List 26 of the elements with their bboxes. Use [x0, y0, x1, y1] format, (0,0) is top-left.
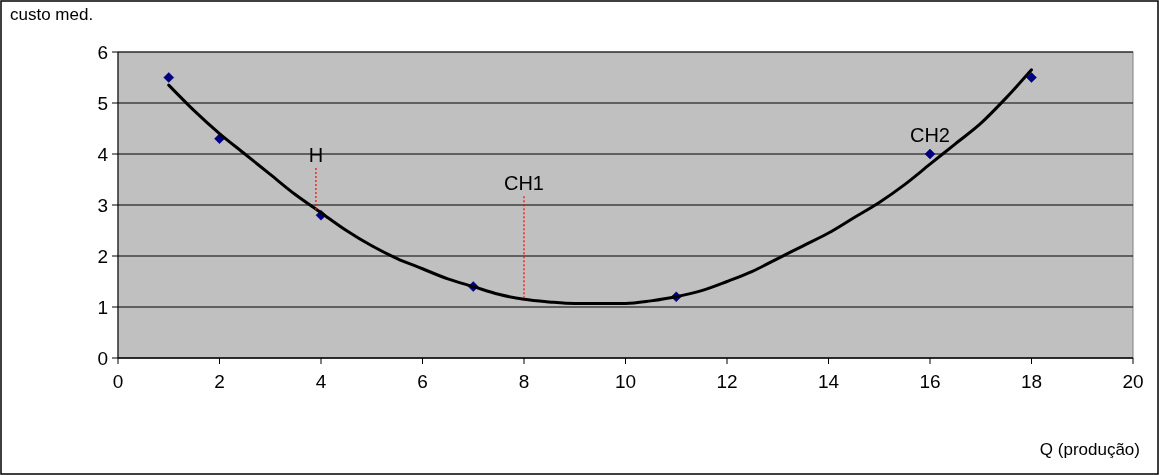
x-tick-label: 6 — [417, 371, 428, 392]
y-tick-label: 5 — [97, 92, 108, 114]
annotation: CH2 — [909, 124, 951, 146]
x-tick-label: 8 — [518, 371, 530, 392]
y-tick-label: 6 — [97, 41, 108, 63]
y-tick-label: 3 — [97, 194, 108, 216]
x-tick-label: 0 — [112, 371, 124, 392]
y-tick-label: 1 — [97, 296, 108, 318]
annotation: H — [308, 144, 324, 167]
x-tick-label: 14 — [817, 371, 840, 392]
x-tick-label: 2 — [214, 371, 225, 392]
y-tick-label: 0 — [97, 347, 108, 369]
x-tick-label: 20 — [1122, 371, 1144, 392]
point — [924, 148, 936, 160]
y-tick-label: 4 — [97, 143, 109, 165]
y-axis-title: custo med. — [10, 5, 94, 24]
x-axis-title: Q (produção) — [1039, 440, 1140, 459]
point — [163, 72, 174, 83]
x-tick-label: 4 — [315, 371, 327, 392]
point — [1026, 72, 1037, 83]
x-tick-label: 10 — [614, 371, 637, 392]
x-tick-label: 18 — [1020, 371, 1043, 392]
x-tick-label: 12 — [716, 371, 738, 392]
x-tick-label: 16 — [919, 371, 941, 392]
y-tick-label: 2 — [97, 245, 108, 267]
annotation: CH1 — [503, 172, 545, 195]
